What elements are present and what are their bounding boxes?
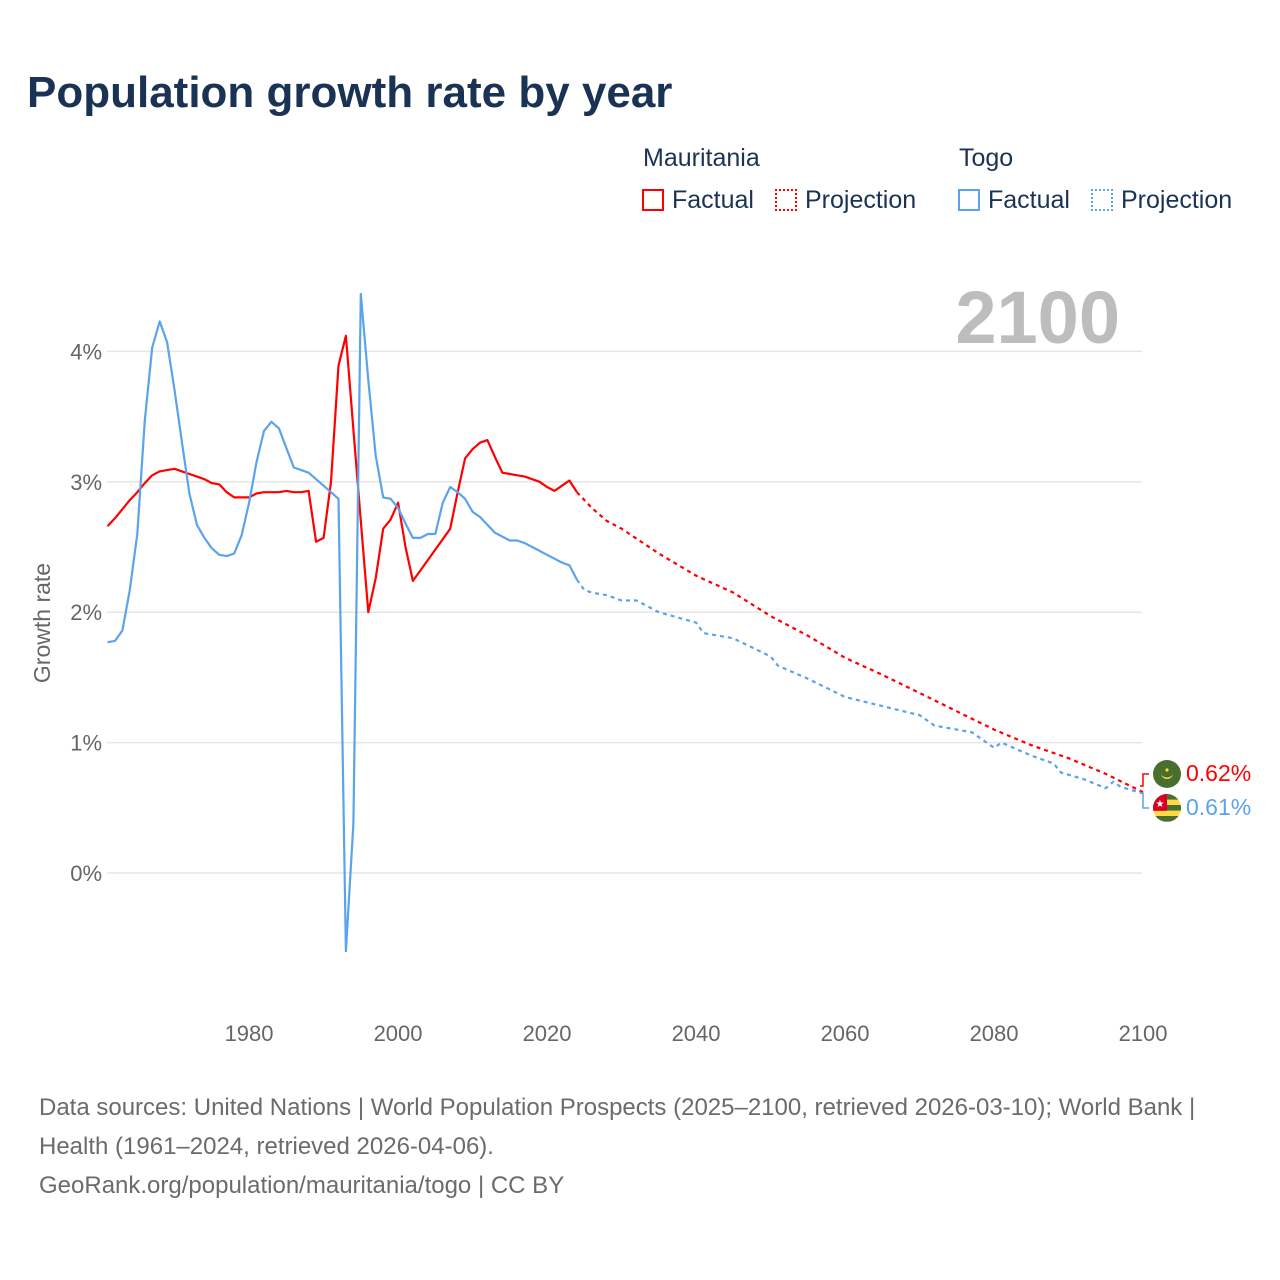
end-value-mauritania: 0.62% xyxy=(1186,760,1251,786)
flag-mauritania-icon xyxy=(1153,760,1181,788)
plot-area: 0% 1% 2% 3% 4% 1980 2000 2020 2040 2060 2080 2100 2… xyxy=(29,276,1251,1046)
legend-togo-projection[interactable]: Projection xyxy=(1091,186,1232,215)
connector-togo xyxy=(1140,792,1149,809)
y-tick-label: 1% xyxy=(70,731,102,756)
series-line-togo-projection xyxy=(576,578,1144,795)
x-tick-label: 2100 xyxy=(1119,1021,1168,1046)
y-tick-label: 3% xyxy=(70,470,102,495)
legend-swatch-dotted xyxy=(775,189,797,211)
series-line-mauritania-projection xyxy=(576,491,1144,794)
flag-togo-icon: ★ xyxy=(1153,794,1181,822)
y-tick-label: 0% xyxy=(70,861,102,886)
x-tick-label: 2060 xyxy=(821,1021,870,1046)
legend-mauritania-factual[interactable]: Factual xyxy=(642,186,754,215)
legend-label: Factual xyxy=(672,186,754,214)
y-tick-label: 4% xyxy=(70,339,102,364)
legend-label: Projection xyxy=(1121,186,1233,214)
x-tick-label: 2000 xyxy=(374,1021,423,1046)
legend-label: Projection xyxy=(805,186,917,214)
legend-swatch-solid xyxy=(642,189,664,211)
legend-mauritania-projection[interactable]: Projection xyxy=(775,186,916,215)
legend-label: Factual xyxy=(988,186,1070,214)
data-sources: Data sources: United Nations | World Pop… xyxy=(39,1094,1196,1160)
footer: Data sources: United Nations | World Pop… xyxy=(39,1088,1239,1205)
legend-group-togo: Togo xyxy=(959,144,1014,172)
y-axis-label: Growth rate xyxy=(29,563,55,683)
y-tick-label: 2% xyxy=(70,600,102,625)
legend-swatch-dotted xyxy=(1091,189,1113,211)
page-title: Population growth rate by year xyxy=(27,68,673,117)
x-tick-label: 1980 xyxy=(225,1021,274,1046)
end-value-togo: 0.61% xyxy=(1186,794,1251,820)
series-line-mauritania-factual xyxy=(106,334,578,614)
series-line-togo-factual xyxy=(107,292,578,953)
source-link[interactable]: GeoRank.org/population/mauritania/togo |… xyxy=(39,1172,565,1199)
connector-mauritania xyxy=(1140,773,1149,787)
x-tick-label: 2020 xyxy=(523,1021,572,1046)
x-tick-label: 2080 xyxy=(970,1021,1019,1046)
legend-group-mauritania: Mauritania xyxy=(643,144,760,172)
current-year-label: 2100 xyxy=(955,276,1120,359)
legend-togo-factual[interactable]: Factual xyxy=(958,186,1070,215)
svg-text:★: ★ xyxy=(1156,799,1165,810)
legend-swatch-solid xyxy=(958,189,980,211)
x-tick-label: 2040 xyxy=(672,1021,721,1046)
